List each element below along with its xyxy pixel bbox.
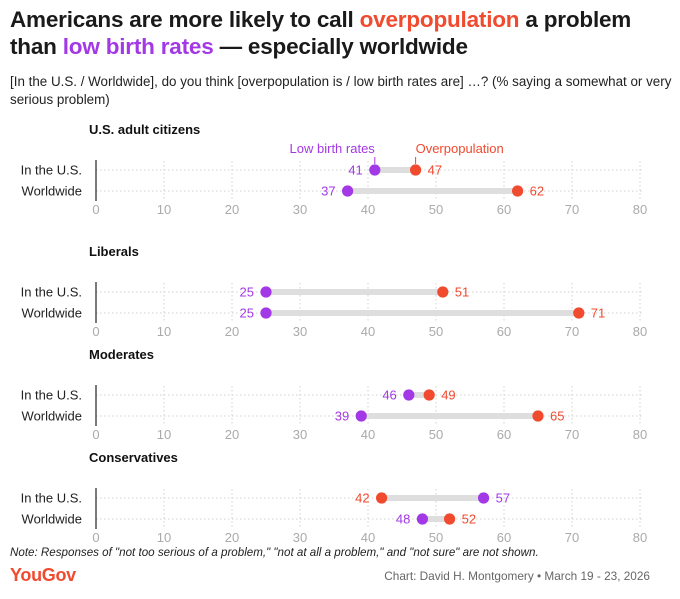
low-birth-rates-value-label: 25 [240,306,254,321]
row-label: Worldwide [22,512,82,527]
chart-credit: Chart: David H. Montgomery • March 19 - … [384,569,650,583]
low-birth-rates-dot [260,286,272,298]
overpopulation-value-label: 47 [428,163,442,178]
x-tick-label: 40 [361,202,375,217]
low-birth-rates-value-label: 25 [240,285,254,300]
low-birth-rates-value-label: 41 [348,163,362,178]
x-tick-label: 20 [225,324,239,339]
overpopulation-dot [573,307,585,319]
x-tick-label: 30 [293,427,307,442]
x-tick-label: 40 [361,324,375,339]
overpopulation-dot [437,286,449,298]
low-birth-rates-dot [355,410,367,422]
low-birth-rates-dot [369,164,381,176]
legend-low-birth-rates: Low birth rates [290,141,376,156]
x-tick-label: 50 [429,530,443,545]
footnote: Note: Responses of "not too serious of a… [10,546,539,559]
row-label: In the U.S. [21,491,82,506]
low-birth-rates-value-label: 57 [496,491,510,506]
x-tick-label: 20 [225,530,239,545]
x-tick-label: 10 [157,427,171,442]
overpopulation-dot [423,389,435,401]
panel-title: Conservatives [89,450,178,465]
overpopulation-value-label: 71 [591,306,605,321]
x-tick-label: 70 [565,202,579,217]
title-overpopulation: overpopulation [359,7,520,32]
overpopulation-value-label: 42 [355,491,369,506]
x-tick-label: 30 [293,324,307,339]
x-tick-label: 10 [157,202,171,217]
low-birth-rates-dot [403,389,415,401]
overpopulation-dot [444,513,456,525]
title-low-birth-rates: low birth rates [62,34,214,59]
panel-title: Liberals [89,244,139,259]
low-birth-rates-dot [416,513,428,525]
x-tick-label: 30 [293,202,307,217]
row-label: Worldwide [22,306,82,321]
x-tick-label: 80 [633,530,647,545]
title-part-1: Americans are more likely to call [10,7,360,32]
x-tick-label: 10 [157,530,171,545]
low-birth-rates-value-label: 48 [396,512,410,527]
x-tick-label: 60 [497,324,511,339]
low-birth-rates-value-label: 46 [382,388,396,403]
chart-subtitle: [In the U.S. / Worldwide], do you think … [10,74,672,107]
x-tick-label: 70 [565,324,579,339]
panel-title: U.S. adult citizens [89,122,200,137]
low-birth-rates-value-label: 37 [321,184,335,199]
x-tick-label: 80 [633,202,647,217]
row-label: In the U.S. [21,163,82,178]
x-tick-label: 0 [92,202,99,217]
x-tick-label: 20 [225,202,239,217]
low-birth-rates-dot [342,185,354,197]
x-tick-label: 40 [361,530,375,545]
legend-overpopulation: Overpopulation [416,141,504,156]
x-tick-label: 30 [293,530,307,545]
x-tick-label: 70 [565,427,579,442]
overpopulation-value-label: 51 [455,285,469,300]
x-tick-label: 60 [497,202,511,217]
x-tick-label: 80 [633,324,647,339]
x-tick-label: 40 [361,427,375,442]
yougov-logo: YouGov [10,565,76,585]
row-label: In the U.S. [21,388,82,403]
x-tick-label: 80 [633,427,647,442]
x-tick-label: 0 [92,530,99,545]
x-tick-label: 20 [225,427,239,442]
overpopulation-dot [376,492,388,504]
title-part-3: — especially worldwide [213,34,468,59]
panel-title: Moderates [89,347,154,362]
x-tick-label: 60 [497,530,511,545]
x-tick-label: 0 [92,324,99,339]
overpopulation-dot [410,164,422,176]
x-tick-label: 0 [92,427,99,442]
row-label: Worldwide [22,184,82,199]
row-label: In the U.S. [21,285,82,300]
overpopulation-dot [511,185,524,197]
x-tick-label: 50 [429,202,443,217]
low-birth-rates-dot [260,307,272,319]
row-label: Worldwide [22,409,82,424]
x-tick-label: 50 [429,324,443,339]
low-birth-rates-value-label: 39 [335,409,349,424]
overpopulation-value-label: 62 [530,184,544,199]
chart-title: Americans are more likely to call overpo… [10,6,675,60]
x-tick-label: 70 [565,530,579,545]
overpopulation-value-label: 65 [550,409,564,424]
x-tick-label: 50 [429,427,443,442]
overpopulation-value-label: 49 [441,388,455,403]
title-part-2: a problem than [10,7,632,59]
x-tick-label: 10 [157,324,171,339]
low-birth-rates-dot [478,492,490,504]
overpopulation-value-label: 52 [462,512,476,527]
overpopulation-dot [532,410,544,422]
x-tick-label: 60 [497,427,511,442]
